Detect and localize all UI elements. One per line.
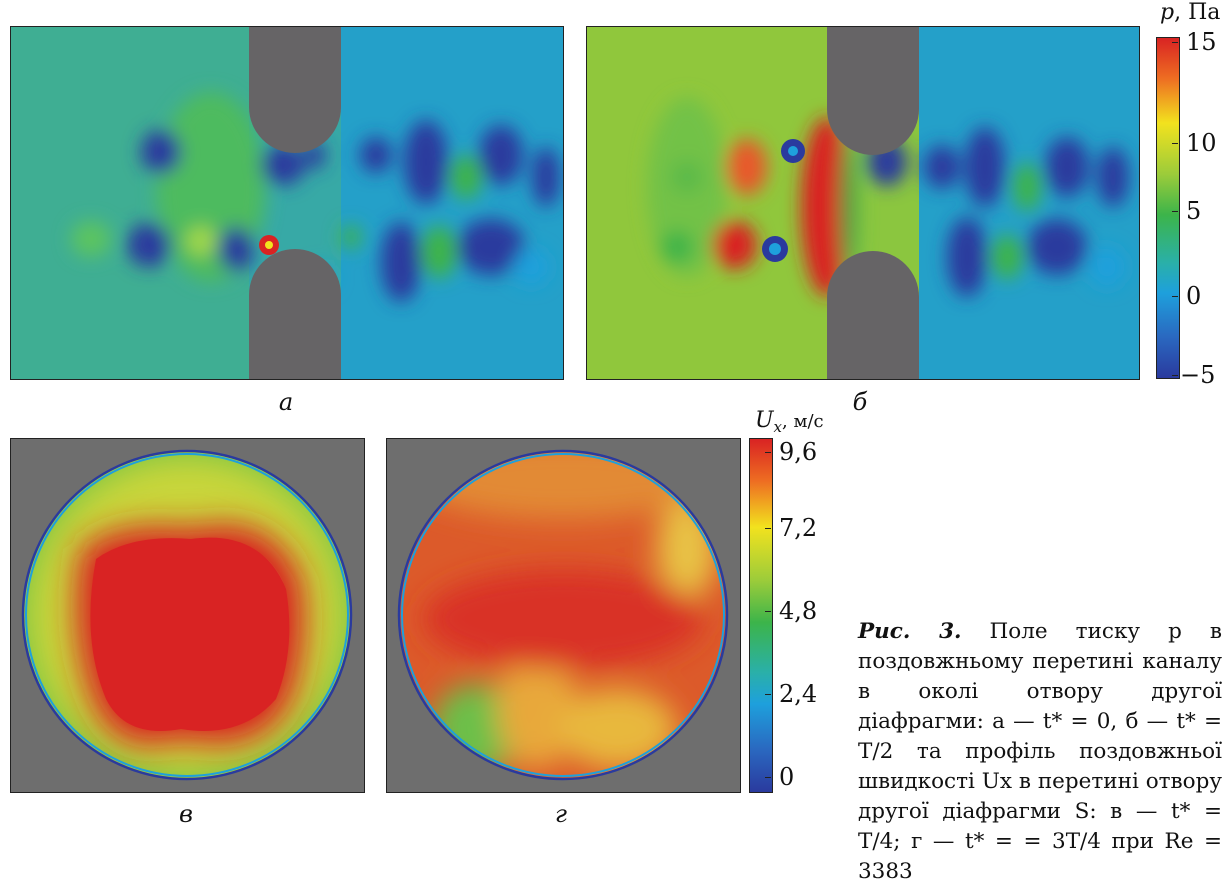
velocity-unit: , м/с <box>782 411 824 432</box>
pressure-tick-5: 5 <box>1186 197 1202 225</box>
velocity-tick-4-8: 4,8 <box>779 597 818 625</box>
pressure-field-panel-a <box>10 26 564 380</box>
panel-v-label: в <box>179 800 193 828</box>
velocity-tick-7-2: 7,2 <box>779 514 818 542</box>
velocity-symbol: U <box>755 408 774 433</box>
panel-a-label: а <box>278 388 294 416</box>
figure-caption: Рис. 3. Поле тиску p в поздовжньому пере… <box>858 617 1222 887</box>
pressure-symbol: p <box>1160 0 1175 25</box>
pressure-tick-0: 0 <box>1186 282 1202 310</box>
velocity-profile-panel-g <box>386 438 741 793</box>
panel-g-label: г <box>554 800 568 828</box>
velocity-tick-9-6: 9,6 <box>779 438 818 466</box>
pressure-colorbar <box>1156 37 1180 379</box>
pressure-colorbar-title: p, Па <box>1160 0 1220 25</box>
velocity-subscript: x <box>773 418 783 437</box>
panel-b-label: б <box>852 388 868 416</box>
velocity-tick-0: 0 <box>779 763 795 791</box>
velocity-tick-2-4: 2,4 <box>779 680 818 708</box>
pressure-tick-15: 15 <box>1186 28 1217 56</box>
pressure-tick-minus5: −5 <box>1180 361 1216 389</box>
caption-text: Поле тиску p в поздовжньому перетині кан… <box>858 619 1222 884</box>
velocity-colorbar-title: Ux, м/с <box>755 408 824 437</box>
velocity-colorbar <box>749 438 773 793</box>
pressure-field-panel-b <box>586 26 1140 380</box>
caption-lead: Рис. 3. <box>858 619 962 644</box>
pressure-tick-10: 10 <box>1186 129 1217 157</box>
velocity-profile-panel-v <box>10 438 365 793</box>
pressure-unit: , Па <box>1174 0 1221 25</box>
